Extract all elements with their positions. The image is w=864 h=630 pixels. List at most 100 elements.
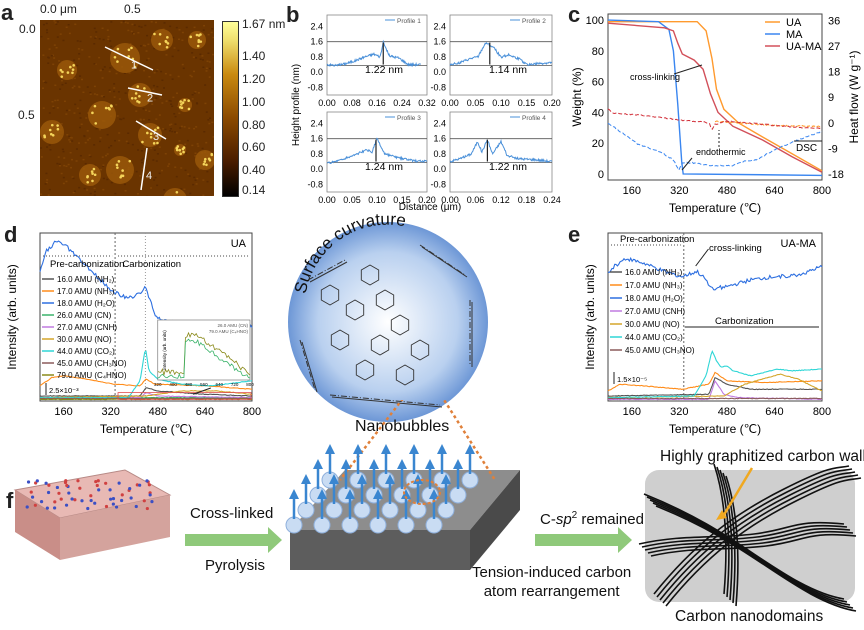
molecule-atom xyxy=(95,483,99,488)
afm-noise xyxy=(59,88,62,90)
afm-noise xyxy=(70,137,73,139)
afm-noise xyxy=(209,67,212,70)
afm-noise xyxy=(42,87,45,89)
graphitic-layer xyxy=(719,469,733,601)
molecule-atom xyxy=(30,495,35,499)
afm-noise xyxy=(158,172,161,175)
afm-particle xyxy=(151,29,173,51)
afm-noise xyxy=(86,189,89,191)
afm-noise xyxy=(115,72,118,75)
afm-bright-spot xyxy=(187,99,190,102)
x-tick-label: 0.16 xyxy=(368,98,386,108)
molecule-atom xyxy=(150,500,154,504)
afm-noise xyxy=(73,77,76,80)
afm-bright-spot xyxy=(92,167,96,171)
bubble-arrow-head xyxy=(409,444,419,454)
afm-bright-spot xyxy=(56,124,59,127)
molecule-atom xyxy=(70,497,74,501)
csp2-suffix: remained xyxy=(577,511,644,528)
afm-noise xyxy=(103,95,106,98)
x-tick-label: 0.15 xyxy=(393,195,411,205)
hexagon-ring xyxy=(320,284,340,306)
tension-line1: Tension-induced carbon xyxy=(472,564,632,581)
afm-noise xyxy=(61,148,64,151)
graphitic-layer xyxy=(722,472,736,604)
inset-legend: 26.0 AMU (CN) xyxy=(217,323,248,328)
afm-bright-spot xyxy=(127,48,131,52)
afm-bright-spot xyxy=(94,122,98,125)
afm-noise xyxy=(78,142,81,144)
afm-noise xyxy=(142,108,145,110)
molecule-atom xyxy=(148,493,152,497)
afm-noise xyxy=(135,170,138,173)
ms-curve xyxy=(607,376,823,397)
afm-noise xyxy=(169,25,172,28)
afm-noise xyxy=(174,131,177,133)
molecule-atom xyxy=(73,498,77,502)
afm-noise xyxy=(69,136,72,139)
legend-label: 17.0 AMU (NH₃) xyxy=(57,287,115,296)
afm-noise xyxy=(99,140,102,143)
afm-bright-spot xyxy=(93,104,97,108)
graphitic-layer xyxy=(665,477,862,607)
afm-bright-spot xyxy=(156,141,159,145)
afm-noise xyxy=(122,20,125,23)
afm-noise xyxy=(99,69,102,72)
afm-noise xyxy=(108,90,111,93)
afm-noise xyxy=(70,166,73,169)
afm-noise xyxy=(65,26,68,29)
afm-noise xyxy=(195,126,198,128)
afm-noise xyxy=(168,130,171,132)
afm-noise xyxy=(45,181,48,184)
x-tick-label: 480 xyxy=(149,406,167,418)
afm-noise xyxy=(196,143,199,145)
csp2-prefix: C- xyxy=(540,511,556,528)
afm-noise xyxy=(199,53,202,56)
afm-noise xyxy=(203,130,206,133)
afm-noise xyxy=(154,176,157,179)
afm-bright-spot xyxy=(110,105,113,108)
afm-noise xyxy=(78,186,81,189)
y-right-tick-label: -9 xyxy=(828,143,838,155)
afm-noise xyxy=(179,127,182,129)
legend-label: 18.0 AMU (H₂O) xyxy=(57,299,115,308)
graphitic-layer xyxy=(659,471,856,601)
afm-bright-spot xyxy=(91,172,94,175)
x-tick-label: 0.06 xyxy=(467,195,485,205)
afm-noise xyxy=(193,176,196,179)
afm-noise xyxy=(140,150,143,152)
afm-noise xyxy=(117,91,120,93)
afm-bright-spot xyxy=(178,148,182,152)
colorbar-tick-label: 0.14 xyxy=(242,183,266,197)
afm-noise xyxy=(208,122,211,125)
afm-noise xyxy=(102,38,105,41)
afm-noise xyxy=(85,117,88,119)
afm-noise xyxy=(153,72,156,74)
afm-noise xyxy=(126,22,129,24)
afm-noise xyxy=(101,68,104,71)
profile-line xyxy=(104,46,154,71)
afm-noise xyxy=(124,190,127,192)
afm-bright-spot xyxy=(205,163,208,167)
afm-particle xyxy=(40,120,64,144)
afm-noise xyxy=(42,23,45,26)
x-tick-label: 160 xyxy=(623,406,641,418)
csp2-italic: sp xyxy=(555,511,572,528)
y-right-tick-label: 36 xyxy=(828,15,840,27)
afm-noise xyxy=(169,74,172,76)
afm-noise xyxy=(60,172,63,175)
afm-noise xyxy=(78,112,81,115)
afm-noise xyxy=(165,54,168,56)
afm-bright-spot xyxy=(117,160,121,163)
molecule-structure xyxy=(299,244,473,408)
legend-label: 16.0 AMU (NH₂) xyxy=(57,275,115,284)
afm-noise xyxy=(94,37,97,39)
x-tick-label: 480 xyxy=(718,406,736,418)
y-tick-label: 0.0 xyxy=(433,164,446,174)
afm-noise xyxy=(206,60,209,62)
afm-noise xyxy=(49,149,52,151)
panel-label-b: b xyxy=(286,2,300,27)
afm-noise xyxy=(138,25,141,28)
afm-noise xyxy=(211,28,214,30)
afm-noise xyxy=(205,67,208,70)
